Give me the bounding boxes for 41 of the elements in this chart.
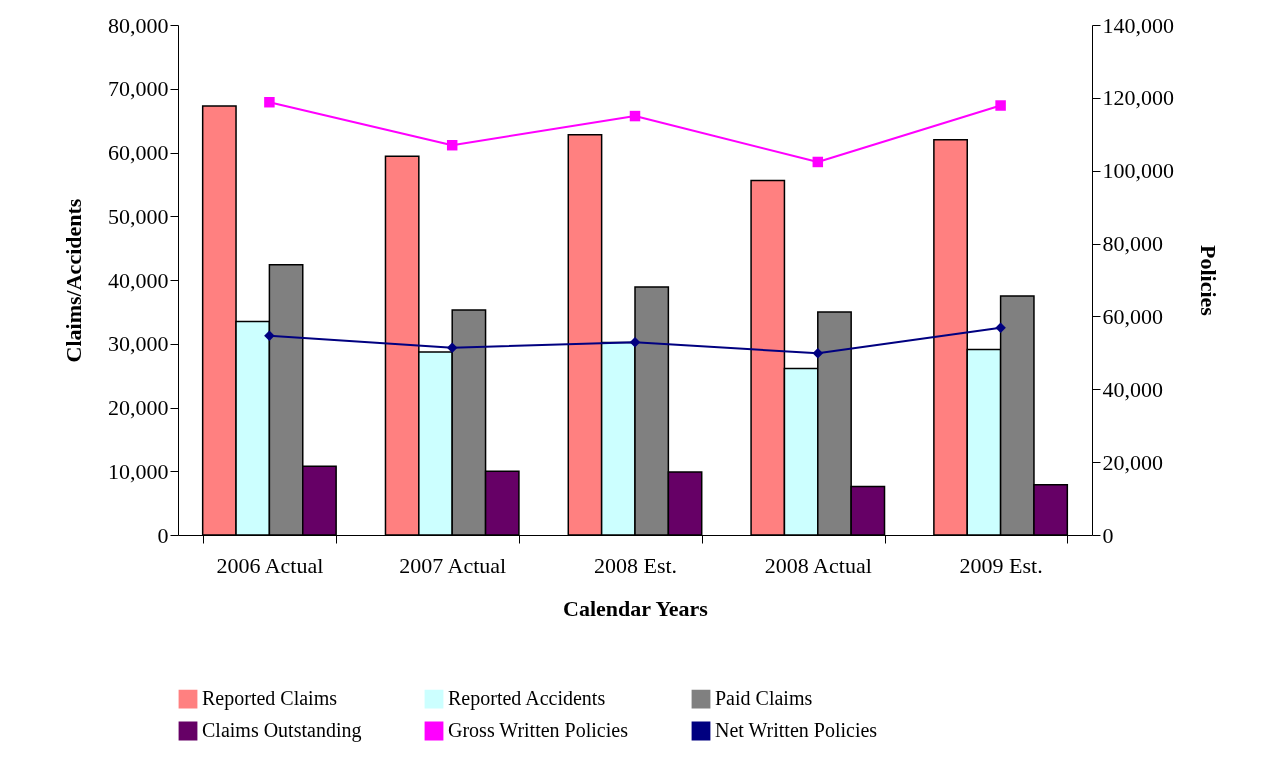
point <box>812 156 824 168</box>
x-tick-label: 2008 Est. <box>593 552 678 578</box>
y-tick-label: 80,000 <box>108 12 169 38</box>
y-axis-title: Claims/Accidents <box>61 198 86 363</box>
point <box>629 337 641 348</box>
y2-tick-label: 0 <box>1102 522 1114 548</box>
x-tick-label: 2008 Actual <box>764 552 872 578</box>
point <box>264 96 275 108</box>
y-tick-label: 30,000 <box>108 331 169 357</box>
y-tick-label: 10,000 <box>108 458 169 484</box>
y2-tick-label: 80,000 <box>1102 231 1163 257</box>
point <box>995 322 1006 333</box>
legend-label: Gross Written Policies <box>448 719 629 741</box>
y2-tick-label: 60,000 <box>1102 303 1163 329</box>
y-tick-label: 0 <box>157 522 169 548</box>
y2-tick-label: 20,000 <box>1102 449 1163 475</box>
y2-tick-label: 40,000 <box>1102 376 1163 402</box>
point <box>629 110 641 122</box>
legend-label: Net Written Policies <box>715 719 878 741</box>
y-tick-label: 40,000 <box>108 267 169 293</box>
point <box>264 330 275 341</box>
y2-tick-label: 120,000 <box>1102 85 1174 111</box>
y2-axis-title: Policies <box>1196 245 1221 317</box>
legend-label: Reported Accidents <box>448 687 606 711</box>
legend-label: Paid Claims <box>715 687 813 710</box>
x-tick-label: 2007 Actual <box>399 552 507 578</box>
legend-label: Claims Outstanding <box>202 719 362 742</box>
y-tick-label: 50,000 <box>108 203 169 229</box>
x-axis-title: Calendar Years <box>563 595 709 621</box>
point <box>446 342 458 353</box>
y2-tick-label: 100,000 <box>1102 158 1174 184</box>
legend-label: Reported Claims <box>202 687 338 711</box>
y-tick-label: 70,000 <box>108 76 169 102</box>
x-tick-label: 2009 Est. <box>959 552 1043 578</box>
point <box>446 139 458 151</box>
point <box>995 100 1006 111</box>
point <box>812 347 824 359</box>
y-tick-label: 60,000 <box>108 140 169 165</box>
y2-tick-label: 140,000 <box>1102 12 1174 38</box>
y-tick-label: 20,000 <box>108 395 169 420</box>
x-tick-label: 2006 Actual <box>216 552 324 578</box>
